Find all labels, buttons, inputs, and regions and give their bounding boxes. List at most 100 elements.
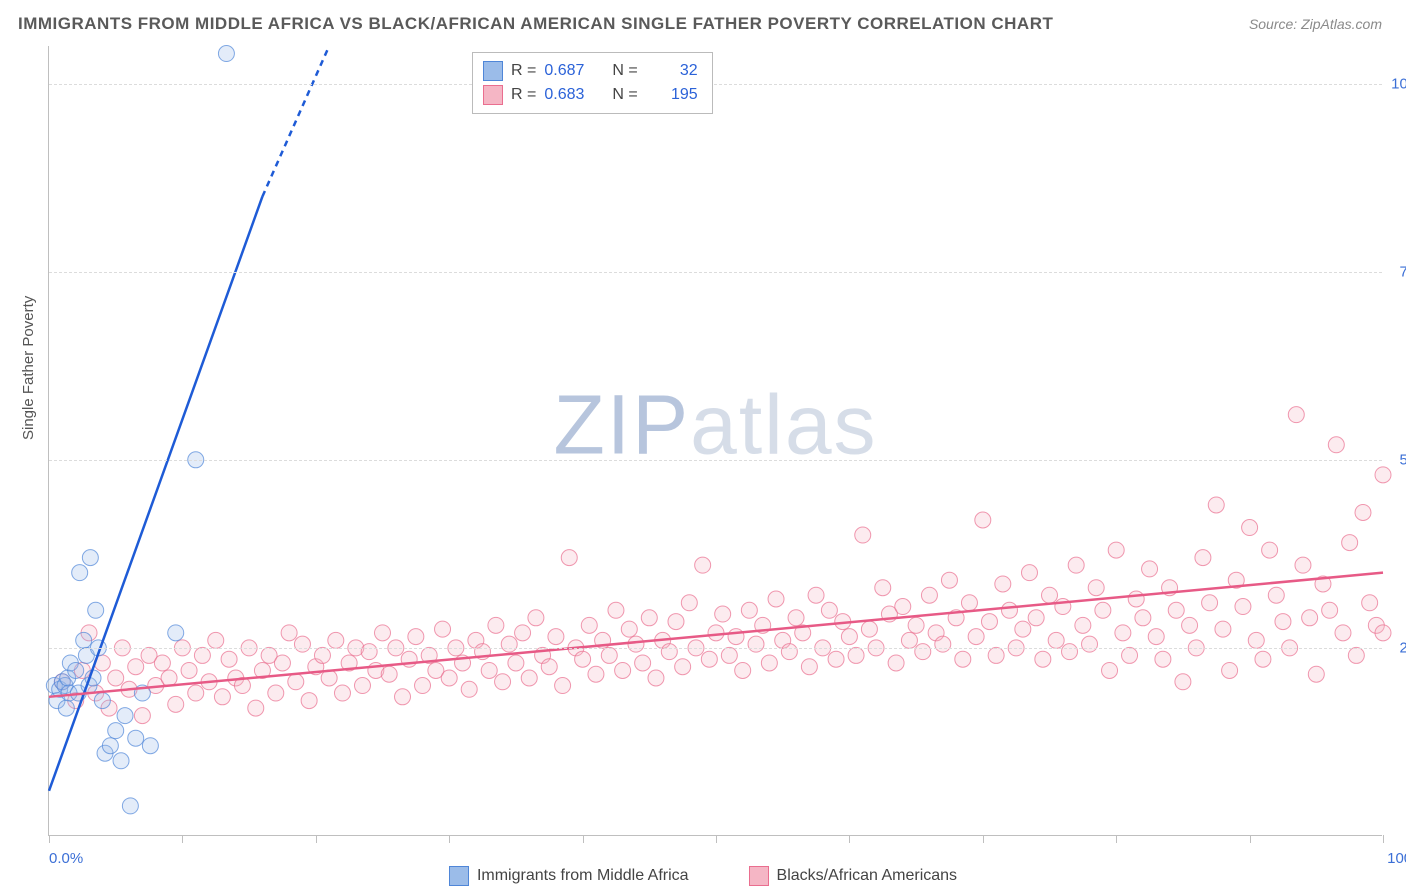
data-point-blue bbox=[117, 708, 133, 724]
data-point-pink bbox=[515, 625, 531, 641]
data-point-pink bbox=[294, 636, 310, 652]
data-point-pink bbox=[575, 651, 591, 667]
y-axis-title: Single Father Poverty bbox=[20, 296, 37, 440]
x-tick bbox=[449, 835, 450, 843]
data-point-pink bbox=[1348, 647, 1364, 663]
data-point-pink bbox=[1148, 629, 1164, 645]
data-point-pink bbox=[981, 614, 997, 630]
n-label: N = bbox=[612, 83, 637, 107]
data-point-pink bbox=[1035, 651, 1051, 667]
data-point-pink bbox=[528, 610, 544, 626]
n-label: N = bbox=[612, 59, 637, 83]
grid-line-h bbox=[49, 272, 1382, 273]
data-point-pink bbox=[1308, 666, 1324, 682]
x-tick bbox=[49, 835, 50, 843]
data-point-pink bbox=[555, 678, 571, 694]
data-point-pink bbox=[408, 629, 424, 645]
data-point-pink bbox=[735, 662, 751, 678]
data-point-pink bbox=[1222, 662, 1238, 678]
data-point-pink bbox=[1302, 610, 1318, 626]
x-axis-max-label: 100.0% bbox=[1387, 850, 1406, 867]
data-point-pink bbox=[708, 625, 724, 641]
watermark-rest: atlas bbox=[690, 377, 877, 471]
data-point-pink bbox=[395, 689, 411, 705]
data-point-pink bbox=[521, 670, 537, 686]
r-value: 0.683 bbox=[544, 83, 596, 107]
data-point-pink bbox=[1108, 542, 1124, 558]
x-tick bbox=[849, 835, 850, 843]
data-point-pink bbox=[801, 659, 817, 675]
data-point-pink bbox=[855, 527, 871, 543]
data-point-pink bbox=[1075, 617, 1091, 633]
trend-line bbox=[49, 196, 262, 790]
data-point-pink bbox=[828, 651, 844, 667]
data-point-pink bbox=[1142, 561, 1158, 577]
data-point-pink bbox=[848, 647, 864, 663]
y-tick-label: 25.0% bbox=[1399, 639, 1406, 656]
data-point-pink bbox=[915, 644, 931, 660]
x-tick bbox=[1383, 835, 1384, 843]
data-point-pink bbox=[1262, 542, 1278, 558]
data-point-pink bbox=[1175, 674, 1191, 690]
data-point-pink bbox=[415, 678, 431, 694]
data-point-blue bbox=[82, 550, 98, 566]
data-point-pink bbox=[975, 512, 991, 528]
data-point-pink bbox=[1115, 625, 1131, 641]
grid-line-h bbox=[49, 84, 1382, 85]
r-label: R = bbox=[511, 83, 536, 107]
data-point-pink bbox=[1128, 591, 1144, 607]
watermark-strong: ZIP bbox=[553, 377, 690, 471]
data-point-pink bbox=[134, 708, 150, 724]
data-point-pink bbox=[681, 595, 697, 611]
y-tick-label: 75.0% bbox=[1399, 263, 1406, 280]
data-point-blue bbox=[218, 46, 234, 62]
data-point-pink bbox=[375, 625, 391, 641]
data-point-pink bbox=[721, 647, 737, 663]
data-point-pink bbox=[1355, 504, 1371, 520]
data-point-pink bbox=[648, 670, 664, 686]
data-point-blue bbox=[68, 662, 84, 678]
data-point-pink bbox=[1328, 437, 1344, 453]
data-point-pink bbox=[908, 617, 924, 633]
data-point-pink bbox=[161, 670, 177, 686]
data-point-pink bbox=[955, 651, 971, 667]
data-point-pink bbox=[841, 629, 857, 645]
series-label: Blacks/African Americans bbox=[777, 867, 958, 885]
data-point-pink bbox=[1335, 625, 1351, 641]
data-point-pink bbox=[314, 647, 330, 663]
data-point-pink bbox=[895, 599, 911, 615]
source-credit: Source: ZipAtlas.com bbox=[1249, 16, 1382, 32]
data-point-blue bbox=[76, 632, 92, 648]
trend-line bbox=[262, 46, 329, 196]
data-point-pink bbox=[248, 700, 264, 716]
x-tick bbox=[182, 835, 183, 843]
data-point-pink bbox=[861, 621, 877, 637]
data-point-pink bbox=[508, 655, 524, 671]
data-point-pink bbox=[1288, 407, 1304, 423]
data-point-pink bbox=[221, 651, 237, 667]
data-point-pink bbox=[741, 602, 757, 618]
data-point-pink bbox=[1275, 614, 1291, 630]
legend-swatch bbox=[749, 866, 769, 886]
data-point-pink bbox=[728, 629, 744, 645]
stats-legend: R =0.687N =32R =0.683N =195 bbox=[472, 52, 713, 114]
data-point-pink bbox=[1295, 557, 1311, 573]
data-point-blue bbox=[113, 753, 129, 769]
data-point-pink bbox=[1135, 610, 1151, 626]
data-point-pink bbox=[615, 662, 631, 678]
data-point-pink bbox=[608, 602, 624, 618]
data-point-pink bbox=[1168, 602, 1184, 618]
data-point-pink bbox=[588, 666, 604, 682]
data-point-pink bbox=[1021, 565, 1037, 581]
legend-swatch bbox=[449, 866, 469, 886]
legend-row-pink: R = 0.683 N = 195 bbox=[483, 83, 698, 107]
data-point-pink bbox=[1102, 662, 1118, 678]
data-point-pink bbox=[675, 659, 691, 675]
data-point-pink bbox=[154, 655, 170, 671]
n-value: 195 bbox=[646, 83, 698, 107]
data-point-pink bbox=[1082, 636, 1098, 652]
data-point-pink bbox=[188, 685, 204, 701]
data-point-pink bbox=[1375, 467, 1391, 483]
data-point-pink bbox=[441, 670, 457, 686]
x-tick bbox=[316, 835, 317, 843]
